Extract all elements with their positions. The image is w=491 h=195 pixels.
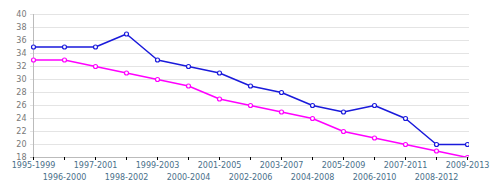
svg-text:28: 28 [16,88,26,97]
svg-text:32: 32 [16,62,26,71]
svg-text:2007-2011: 2007-2011 [384,161,428,170]
svg-text:34: 34 [16,49,26,58]
svg-text:2009-2013: 2009-2013 [446,161,490,170]
svg-text:24: 24 [16,114,26,123]
svg-text:1997-2001: 1997-2001 [74,161,118,170]
svg-text:1995-1999: 1995-1999 [12,161,56,170]
svg-text:18: 18 [16,153,27,163]
svg-text:2008-2012: 2008-2012 [415,173,459,182]
svg-text:30: 30 [16,75,26,84]
svg-text:2006-2010: 2006-2010 [353,173,397,182]
svg-text:38: 38 [16,23,26,32]
svg-text:2001-2005: 2001-2005 [198,161,242,170]
svg-text:2003-2007: 2003-2007 [260,161,304,170]
svg-text:2000-2004: 2000-2004 [167,173,211,182]
svg-text:22: 22 [16,127,26,136]
svg-text:26: 26 [16,101,26,110]
svg-text:2004-2008: 2004-2008 [291,173,335,182]
svg-text:1998-2002: 1998-2002 [105,173,149,182]
svg-text:2005-2009: 2005-2009 [322,161,366,170]
svg-text:2002-2006: 2002-2006 [229,173,273,182]
svg-text:40: 40 [16,10,26,19]
svg-text:20: 20 [16,140,26,149]
svg-text:1999-2003: 1999-2003 [136,161,180,170]
svg-text:36: 36 [16,36,26,45]
svg-text:1996-2000: 1996-2000 [43,173,87,182]
